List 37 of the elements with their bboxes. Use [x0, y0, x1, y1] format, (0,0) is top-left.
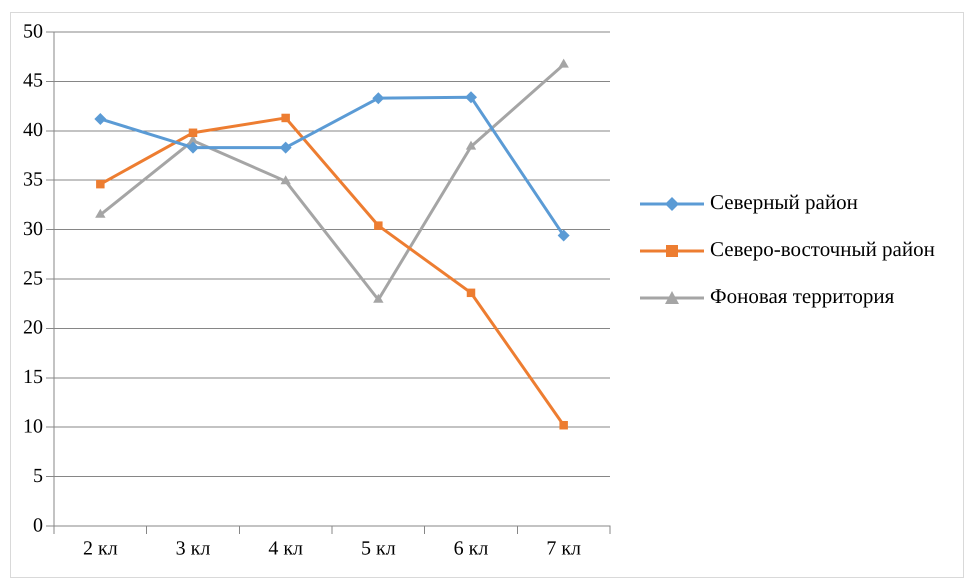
point — [558, 230, 570, 242]
legend-label: Северо-восточный район — [710, 237, 935, 262]
point — [96, 180, 105, 188]
y-tick-label: 40 — [23, 119, 43, 142]
point — [466, 288, 476, 298]
point — [95, 208, 106, 218]
y-tick-label: 25 — [23, 267, 43, 290]
legend-label: Фоновая территория — [710, 284, 894, 309]
point — [372, 92, 384, 104]
y-tick-label: 15 — [23, 366, 43, 388]
y-tick-label: 45 — [23, 70, 43, 92]
x-tick-label: 2 кл — [82, 537, 118, 560]
point — [187, 142, 199, 154]
x-tick-label: 4 кл — [268, 537, 304, 560]
point — [373, 294, 384, 303]
y-tick-label: 50 — [23, 20, 43, 42]
point — [94, 112, 106, 125]
point — [280, 175, 291, 184]
point — [465, 91, 477, 104]
x-tick-label: 7 кл — [546, 537, 582, 560]
y-tick-label: 5 — [33, 464, 43, 487]
y-tick-label: 30 — [23, 218, 43, 240]
y-tick-label: 10 — [23, 415, 43, 438]
legend-label: Северный район — [710, 190, 858, 215]
x-tick-label: 6 кл — [454, 537, 488, 560]
x-tick-label: 5 кл — [360, 537, 396, 560]
point — [559, 420, 568, 430]
point — [188, 128, 198, 138]
point — [466, 140, 476, 150]
point — [281, 114, 290, 122]
y-tick-label: 0 — [33, 514, 43, 536]
point — [280, 142, 292, 154]
point — [374, 221, 383, 230]
x-tick-label: 3 кл — [176, 537, 210, 560]
y-tick-label: 20 — [23, 316, 43, 339]
point — [558, 58, 569, 68]
y-tick-label: 35 — [23, 168, 43, 190]
